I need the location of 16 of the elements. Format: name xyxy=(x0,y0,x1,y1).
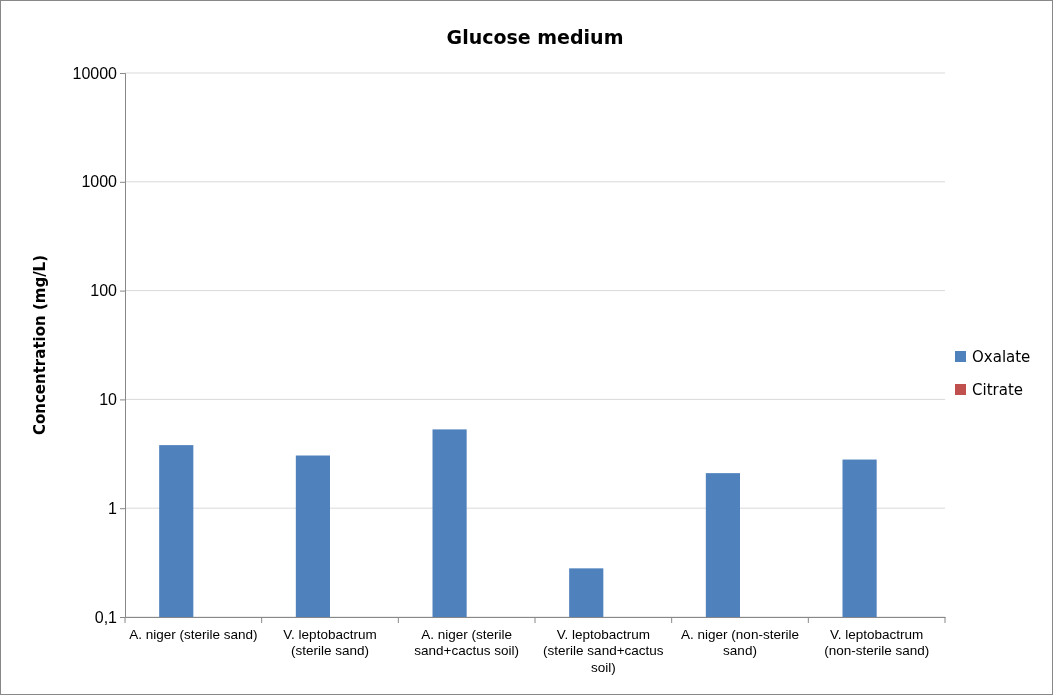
x-tick-label: V. leptobactrum (sterile sand) xyxy=(283,627,377,659)
x-tick-label: V. leptobactrum (non-sterile sand) xyxy=(824,627,930,659)
legend-label: Oxalate xyxy=(972,348,1031,366)
chart-title: Glucose medium xyxy=(446,26,624,48)
legend-label: Citrate xyxy=(972,381,1023,399)
y-tick-label: 10 xyxy=(99,391,118,409)
x-tick-label: A. niger (non-sterile sand) xyxy=(681,627,799,659)
y-tick-label: 10000 xyxy=(72,64,118,82)
y-tick-label: 100 xyxy=(90,282,118,300)
x-tick-label: V. leptobactrum (sterile sand+cactus soil) xyxy=(543,627,664,675)
y-axis-title: Concentration (mg/L) xyxy=(31,254,49,436)
y-tick-label: 1000 xyxy=(81,173,118,191)
x-tick-label: A. niger (sterile sand) xyxy=(129,627,258,643)
x-tick-label: A. niger (sterile sand+cactus soil) xyxy=(414,627,520,659)
y-tick-label: 1 xyxy=(108,499,118,517)
y-tick-label: 0,1 xyxy=(94,608,118,626)
